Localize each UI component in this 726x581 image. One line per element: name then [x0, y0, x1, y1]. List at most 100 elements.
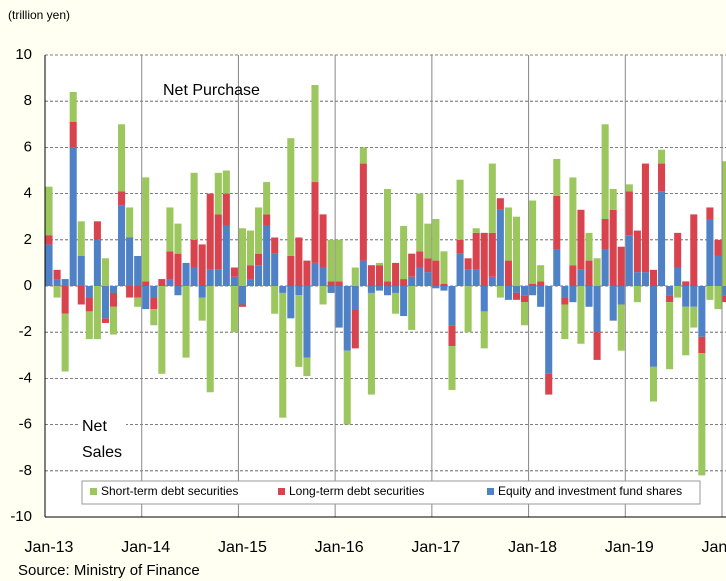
- bar-segment: [279, 286, 287, 293]
- y-tick-label: -2: [19, 323, 32, 340]
- bar-segment: [158, 286, 166, 374]
- bar-segment: [496, 198, 504, 210]
- bar-segment: [351, 309, 359, 349]
- x-tick-label: Jan-20: [702, 539, 726, 556]
- bar-segment: [319, 267, 327, 286]
- bar-segment: [69, 121, 77, 148]
- bar-segment: [384, 188, 392, 282]
- bar-segment: [343, 286, 351, 351]
- bar-segment: [488, 163, 496, 233]
- bar-segment: [617, 246, 625, 286]
- bar-segment: [617, 286, 625, 305]
- bar-segment: [674, 267, 682, 286]
- bar-segment: [230, 276, 238, 286]
- y-tick-label: 0: [24, 277, 32, 294]
- bar-segment: [416, 267, 424, 286]
- bar-segment: [303, 286, 311, 358]
- bar-segment: [641, 272, 649, 286]
- y-tick-label: 2: [24, 231, 32, 248]
- bar-segment: [553, 195, 561, 250]
- bar-segment: [359, 260, 367, 286]
- bar-segment: [214, 269, 222, 286]
- bar-segment: [118, 205, 126, 286]
- bar-segment: [706, 219, 714, 286]
- bar-segment: [649, 286, 658, 367]
- bar-segment: [222, 193, 230, 226]
- bar-segment: [222, 225, 230, 286]
- bar-segment: [126, 207, 134, 238]
- bar-segment: [690, 214, 698, 286]
- bar-segment: [488, 232, 496, 277]
- bar-segment: [504, 260, 512, 286]
- bar-segment: [53, 269, 61, 280]
- bar-segment: [625, 235, 633, 286]
- bar-segment: [529, 200, 537, 284]
- bar-segment: [448, 286, 456, 326]
- bar-segment: [255, 207, 263, 254]
- bar-segment: [456, 239, 464, 254]
- bar-segment: [633, 272, 641, 286]
- bar-segment: [303, 260, 311, 286]
- bar-segment: [408, 276, 416, 286]
- x-tick-label: Jan-18: [508, 539, 557, 556]
- bar-segment: [464, 258, 472, 270]
- y-tick-label: 4: [24, 185, 32, 202]
- bar-segment: [222, 170, 230, 194]
- bar-segment: [545, 286, 553, 374]
- bar-segment: [625, 191, 633, 236]
- bar-segment: [182, 262, 190, 286]
- bar-segment: [424, 258, 432, 273]
- bar-segment: [238, 304, 246, 307]
- bar-segment: [93, 239, 101, 286]
- x-tick-label: Jan-16: [315, 539, 364, 556]
- bar-segment: [69, 147, 77, 286]
- bar-segment: [238, 286, 246, 305]
- bar-segment: [416, 251, 424, 268]
- bar-segment: [246, 279, 255, 286]
- legend: [81, 480, 701, 505]
- bar-segment: [706, 286, 714, 300]
- bar-segment: [512, 286, 521, 293]
- legend-swatch: [487, 488, 494, 495]
- y-tick-label: 10: [15, 46, 32, 63]
- bar-segment: [263, 214, 271, 226]
- bar-segment: [553, 158, 561, 196]
- bar-segment: [424, 223, 432, 259]
- bar-segment: [295, 295, 303, 367]
- bar-segment: [246, 230, 255, 266]
- bar-segment: [714, 239, 722, 256]
- y-tick-label: 8: [24, 92, 32, 109]
- bar-segment: [53, 286, 61, 298]
- bar-segment: [400, 286, 408, 317]
- bar-segment: [375, 286, 383, 291]
- bar-segment: [722, 295, 726, 303]
- y-tick-label: -6: [19, 416, 32, 433]
- bar-segment: [569, 265, 577, 286]
- bar-segment: [158, 279, 166, 286]
- bar-segment: [319, 286, 327, 305]
- bar-segment: [77, 255, 85, 286]
- bar-segment: [674, 286, 682, 298]
- bar-segment: [126, 237, 134, 286]
- bar-segment: [174, 253, 182, 286]
- bar-segment: [101, 318, 109, 323]
- bar-segment: [722, 286, 726, 296]
- bar-segment: [190, 267, 198, 286]
- x-tick-label: Jan-15: [218, 539, 267, 556]
- bar-segment: [464, 269, 472, 286]
- bar-segment: [255, 253, 263, 266]
- bar-segment: [714, 286, 722, 310]
- bar-segment: [690, 286, 698, 307]
- bar-segment: [77, 286, 85, 305]
- bar-segment: [585, 286, 593, 307]
- y-tick-label: -8: [19, 462, 32, 479]
- bar-segment: [327, 239, 335, 282]
- bar-segment: [649, 366, 658, 402]
- bar-segment: [53, 279, 61, 286]
- bar-segment: [521, 295, 529, 303]
- bar-segment: [190, 239, 198, 268]
- bar-segment: [545, 373, 553, 395]
- bar-segment: [432, 286, 440, 289]
- bar-segment: [674, 232, 682, 268]
- bar-segment: [255, 265, 263, 286]
